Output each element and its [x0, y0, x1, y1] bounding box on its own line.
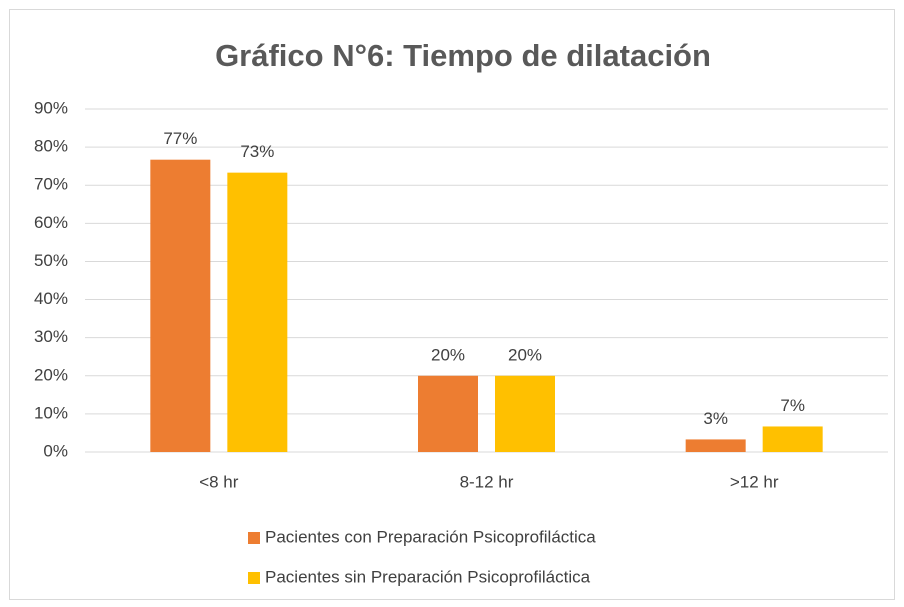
x-tick-label: <8 hr	[199, 472, 239, 491]
data-label: 20%	[508, 345, 542, 364]
data-label: 7%	[780, 396, 805, 415]
legend-label: Pacientes sin Preparación Psicoprofiláct…	[265, 567, 591, 586]
chart-title: Gráfico N°6: Tiempo de dilatación	[215, 38, 711, 73]
y-tick-label: 30%	[34, 327, 68, 346]
y-tick-label: 60%	[34, 213, 68, 232]
data-label: 20%	[431, 345, 465, 364]
y-tick-label: 70%	[34, 175, 68, 194]
y-tick-label: 90%	[34, 98, 68, 117]
data-label: 73%	[240, 142, 274, 161]
y-tick-label: 20%	[34, 365, 68, 384]
x-tick-label: 8-12 hr	[460, 472, 514, 491]
y-tick-label: 80%	[34, 137, 68, 156]
bar	[418, 375, 478, 452]
bar	[227, 172, 288, 452]
bar	[685, 439, 746, 452]
legend-swatch	[248, 532, 260, 544]
y-tick-label: 10%	[34, 403, 68, 422]
y-tick-label: 0%	[43, 441, 68, 460]
bar	[762, 426, 823, 452]
data-label: 77%	[163, 129, 197, 148]
y-tick-label: 50%	[34, 251, 68, 270]
legend-label: Pacientes con Preparación Psicoprofiláct…	[265, 527, 596, 546]
y-tick-label: 40%	[34, 289, 68, 308]
x-tick-label: >12 hr	[730, 472, 779, 491]
legend-swatch	[248, 572, 260, 584]
data-label: 3%	[703, 409, 728, 428]
bar	[495, 375, 555, 452]
chart-border	[9, 9, 895, 600]
bar	[150, 159, 211, 452]
